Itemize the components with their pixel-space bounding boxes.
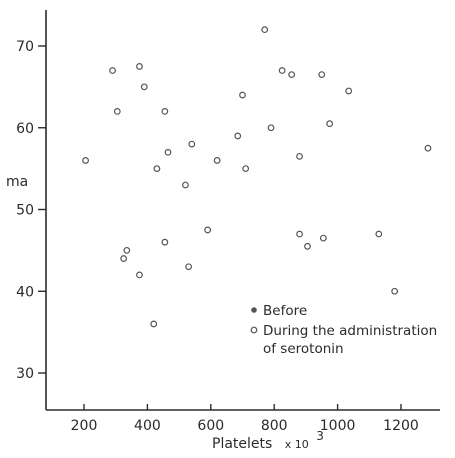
data-point xyxy=(213,157,221,164)
legend: Before During the administration of sero… xyxy=(250,303,437,357)
data-point xyxy=(267,124,275,132)
legend-marker-during xyxy=(250,326,258,334)
y-tick-label: 70 xyxy=(16,39,34,55)
data-point xyxy=(188,140,196,148)
data-point xyxy=(140,83,148,91)
legend-label-during-line2: of serotonin xyxy=(263,341,344,357)
data-point xyxy=(204,226,212,234)
data-point xyxy=(234,132,242,140)
data-point xyxy=(239,91,246,99)
data-point xyxy=(296,152,303,160)
data-point xyxy=(326,120,334,128)
data-point xyxy=(82,157,89,164)
y-axis-label: ma xyxy=(6,174,28,190)
data-point xyxy=(345,87,353,95)
x-axis: 200 400 600 800 1000 1200 Platelets x 10 3 xyxy=(46,404,440,452)
data-point xyxy=(153,165,161,173)
data-point xyxy=(318,71,326,79)
x-tick-label: 600 xyxy=(197,418,224,434)
data-point xyxy=(375,230,383,238)
x-axis-label-suffix: x 10 xyxy=(285,438,309,451)
x-tick-label: 200 xyxy=(71,418,98,434)
legend-marker-before xyxy=(251,307,257,313)
data-point xyxy=(288,71,296,79)
data-point xyxy=(391,287,399,295)
x-tick-label: 800 xyxy=(261,418,288,434)
x-tick-label: 1200 xyxy=(383,418,419,434)
data-point xyxy=(185,263,193,271)
data-point xyxy=(123,246,131,254)
y-ticks: 30 40 50 60 70 xyxy=(16,39,46,382)
y-tick-label: 60 xyxy=(16,121,34,137)
data-point xyxy=(296,230,303,238)
data-point xyxy=(113,107,121,115)
data-point xyxy=(424,144,432,152)
y-tick-label: 30 xyxy=(16,366,34,382)
data-point xyxy=(136,63,143,70)
x-tick-label: 400 xyxy=(134,418,161,434)
data-point xyxy=(319,234,327,242)
data-point xyxy=(109,67,116,74)
data-point xyxy=(261,26,269,34)
data-points xyxy=(82,26,432,328)
y-tick-label: 50 xyxy=(16,203,34,219)
data-point xyxy=(182,181,189,189)
x-axis-label-exponent: 3 xyxy=(316,429,324,443)
data-point xyxy=(242,165,250,173)
y-axis: 30 40 50 60 70 ma xyxy=(6,10,47,410)
data-point xyxy=(161,238,169,246)
data-point xyxy=(120,255,128,262)
data-point xyxy=(161,107,169,115)
x-tick-label: 1000 xyxy=(320,418,356,434)
data-point xyxy=(304,242,311,250)
legend-label-before: Before xyxy=(263,303,307,319)
x-axis-label: Platelets x 10 3 xyxy=(212,429,324,452)
data-point xyxy=(136,271,143,279)
y-tick-label: 40 xyxy=(16,284,34,300)
data-point xyxy=(164,148,172,156)
x-axis-label-main: Platelets xyxy=(212,436,272,452)
data-point xyxy=(278,67,286,74)
legend-label-during-line1: During the administration xyxy=(263,323,437,339)
data-point xyxy=(150,320,158,328)
x-ticks: 200 400 600 800 1000 1200 xyxy=(71,404,419,434)
